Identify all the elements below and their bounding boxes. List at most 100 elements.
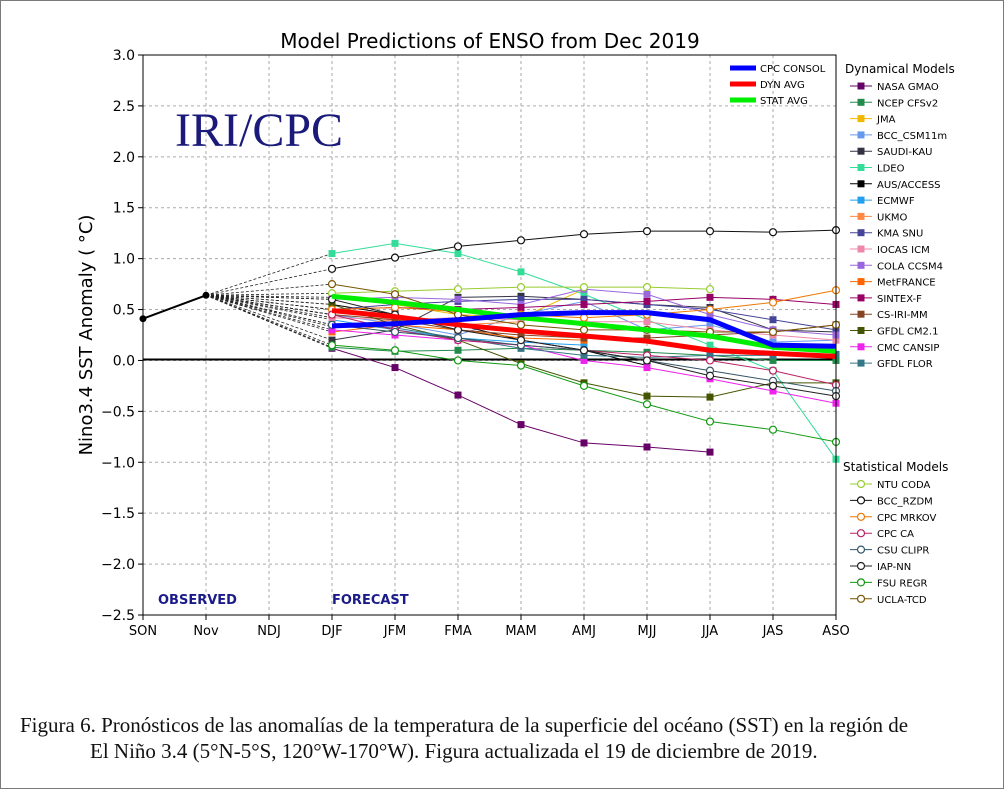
consensus-legend: CPC CONSOL DYN AVG STAT AVG <box>730 64 826 107</box>
point-kma-snu <box>517 295 525 303</box>
point-csu-clipr <box>453 333 463 343</box>
y-tick-label: 0.0 <box>113 353 135 369</box>
legend-label-ldeo: LDEO <box>877 164 905 175</box>
point-saudi-kau <box>328 336 336 344</box>
x-tick-label: JAS <box>762 624 784 639</box>
observed-point <box>202 291 210 299</box>
point-bcc-rzdm <box>642 227 652 236</box>
legend-label-jma: JMA <box>876 115 896 126</box>
legend-label-ecmwf: ECMWF <box>877 196 915 207</box>
y-tick-label: −2.5 <box>101 608 135 624</box>
legend-marker-ucla-tcd <box>856 594 866 603</box>
legend-marker-ecmwf <box>857 196 865 204</box>
consensus-series <box>331 293 837 359</box>
legend-label-cmc-cansip: CMC CANSIP <box>877 343 939 354</box>
y-tick-label: −1.0 <box>101 455 135 471</box>
connector-dash <box>205 294 333 300</box>
point-nasa-gmao <box>391 364 399 372</box>
connector-dash <box>205 253 333 296</box>
legend-marker-metfrance <box>857 278 865 286</box>
legend-marker-saudi-kau <box>857 147 865 155</box>
legend-marker-jma <box>857 115 865 123</box>
point-cs-iri-mm <box>643 334 651 342</box>
point-iap-nn <box>768 381 778 391</box>
y-axis-ticks: 3.0 2.5 2.0 1.5 1.0 0.5 0.0 −0.5 −1.0 −1.5 −2.0 −2.… <box>101 48 143 624</box>
connector-dash <box>205 294 333 305</box>
legend-label-bcc-csm11m: BCC_CSM11m <box>877 131 947 142</box>
legend-heading-statistical: Statistical Models <box>843 460 948 474</box>
connector-dash <box>205 294 333 319</box>
legend-label-iocas-icm: IOCAS ICM <box>877 245 930 256</box>
legend-marker-cola-ccsm4 <box>857 261 865 269</box>
point-ucla-tcd <box>327 279 337 289</box>
legend-marker-gfdl-flor <box>857 359 865 367</box>
legend-marker-gfdl-cm2-1 <box>857 327 865 334</box>
y-axis-label: Nino3.4 SST Anomaly ( °C) <box>76 215 97 456</box>
legend-marker-ncep-cfsv2 <box>857 98 865 106</box>
connector-dash <box>205 294 333 341</box>
observed-label: OBSERVED <box>158 593 237 608</box>
point-ntu-coda <box>453 285 463 294</box>
point-nasa-gmao <box>643 443 651 451</box>
point-bcc-rzdm <box>768 228 778 237</box>
point-bcc-rzdm <box>516 236 526 245</box>
point-nasa-gmao <box>454 391 462 399</box>
consensus-line-stat-avg <box>331 293 837 354</box>
x-tick-label: MJJ <box>638 624 657 639</box>
point-gfdl-flor <box>706 351 714 359</box>
point-fsu-regr <box>327 341 337 350</box>
legend-marker-sintex-f <box>857 294 865 302</box>
point-cmc-cansip <box>328 326 336 334</box>
point-ntu-coda <box>516 283 526 292</box>
legend-marker-iocas-icm <box>857 245 865 253</box>
point-gfdl-cm2-1 <box>643 392 651 400</box>
point-iap-nn <box>642 356 652 365</box>
enso-chart: Model Predictions of ENSO from Dec 2019 … <box>76 29 955 639</box>
point-gfdl-cm2-1 <box>328 300 336 308</box>
legend-marker-bcc-rzdm <box>856 496 866 505</box>
legend-label-cpc-mrkov: CPC MRKOV <box>877 513 936 524</box>
connector-dash <box>205 268 333 296</box>
point-bcc-rzdm <box>390 253 400 262</box>
x-tick-label: DJF <box>321 624 342 639</box>
y-tick-label: −2.0 <box>101 557 135 573</box>
legend-label-cola-ccsm4: COLA CCSM4 <box>877 261 943 272</box>
point-gfdl-flor <box>580 351 588 359</box>
connector-dash <box>205 292 333 296</box>
connector-dash <box>205 294 333 316</box>
x-tick-label: MAM <box>505 624 536 639</box>
legend-marker-ukmo <box>857 212 865 220</box>
legend-marker-cpc-mrkov <box>856 512 866 521</box>
caption-line-1: Figura 6. Pronósticos de las anomalías d… <box>20 713 909 737</box>
point-kma-snu <box>580 295 588 303</box>
legend-marker-cmc-cansip <box>857 343 865 351</box>
x-tick-label: Nov <box>193 624 219 639</box>
point-ldeo <box>454 250 462 258</box>
point-cmc-cansip <box>643 364 651 372</box>
point-gfdl-cm2-1 <box>706 393 714 401</box>
point-cs-iri-mm <box>517 331 525 339</box>
chart-title: Model Predictions of ENSO from Dec 2019 <box>280 29 699 53</box>
legend-label-bcc-rzdm: BCC_RZDM <box>877 496 933 507</box>
legend-label-ncep-cfsv2: NCEP CFSv2 <box>877 98 938 109</box>
legend-label-sintex-f: SINTEX-F <box>877 294 922 305</box>
point-csu-clipr <box>390 327 400 337</box>
legend-label-csu-clipr: CSU CLIPR <box>877 546 929 557</box>
point-ldeo <box>517 268 525 276</box>
consensus-line-dyn-avg <box>331 308 837 359</box>
connector-dash <box>205 283 333 296</box>
point-iap-nn <box>705 371 715 380</box>
legend-label-kma-snu: KMA SNU <box>877 229 923 240</box>
point-cs-iri-mm <box>391 316 399 324</box>
point-cpc-mrkov <box>579 313 589 322</box>
point-ntu-coda <box>642 283 652 292</box>
y-tick-label: −0.5 <box>101 404 135 420</box>
x-tick-label: ASO <box>822 624 849 639</box>
point-ecmwf <box>580 341 588 349</box>
y-tick-label: 2.5 <box>113 99 135 115</box>
legend-marker-iap-nn <box>856 561 866 571</box>
legend-marker-ntu-coda <box>856 479 866 489</box>
legend-marker-fsu-regr <box>856 578 866 587</box>
x-tick-label: AMJ <box>572 624 596 639</box>
x-tick-label: NDJ <box>257 624 281 639</box>
